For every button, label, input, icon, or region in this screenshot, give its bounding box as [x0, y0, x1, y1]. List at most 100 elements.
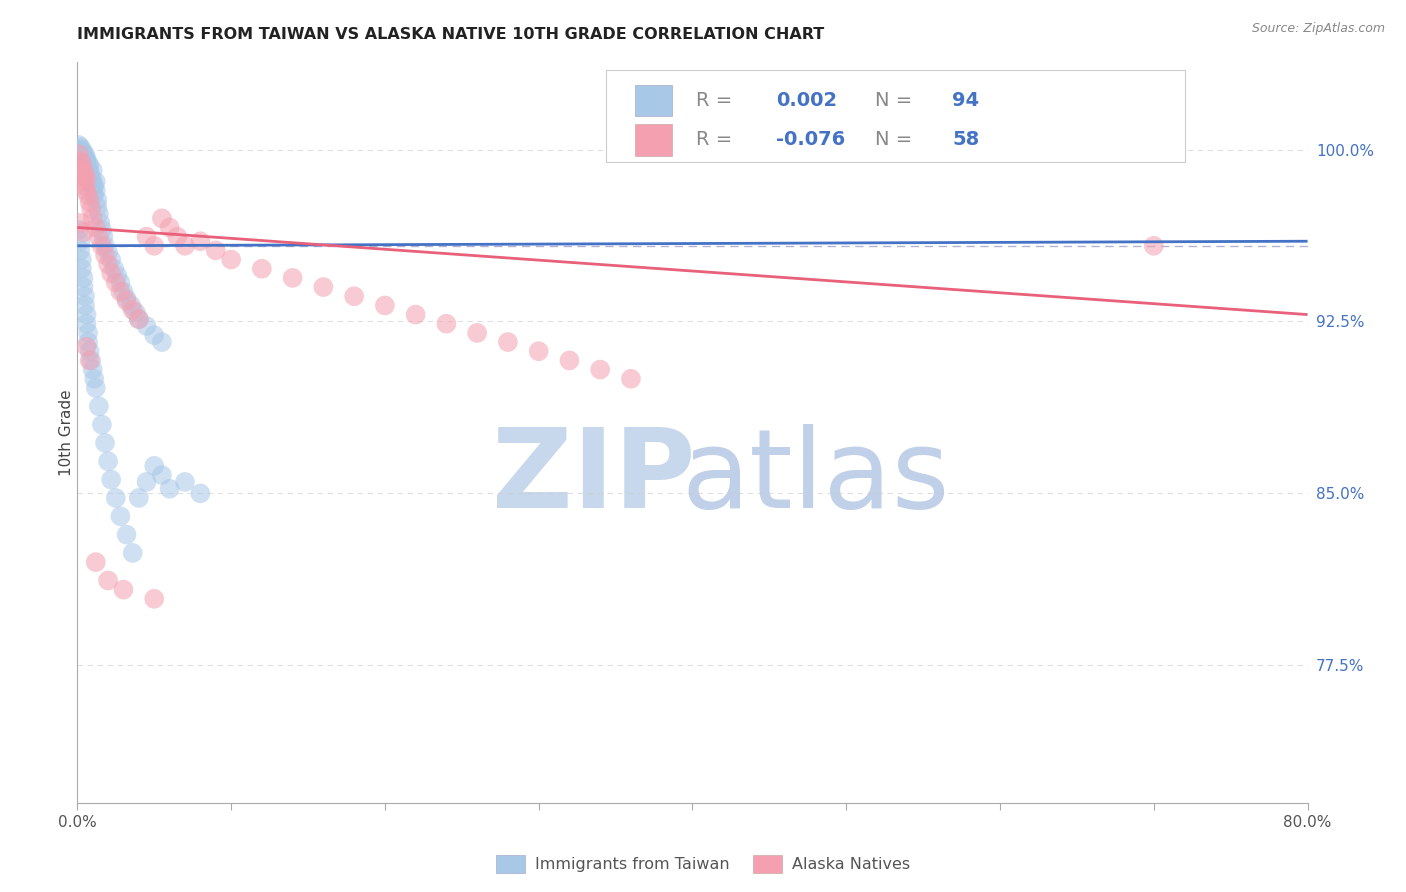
Point: [89, 216, 111, 230]
Point: [90, 417, 114, 432]
Point: [128, 312, 150, 326]
Point: [87, 207, 110, 221]
Point: [166, 229, 188, 244]
Bar: [634, 124, 672, 155]
Point: [67, 138, 90, 153]
Point: [72, 271, 94, 285]
Point: [70, 156, 93, 170]
Point: [143, 458, 166, 473]
Point: [84, 175, 107, 189]
Point: [94, 248, 117, 262]
Point: [135, 475, 157, 489]
Point: [143, 239, 166, 253]
Point: [69, 152, 91, 166]
Point: [72, 149, 94, 163]
Point: [110, 509, 132, 524]
Point: [174, 239, 197, 253]
Point: [67, 147, 90, 161]
Point: [80, 202, 103, 216]
Text: ZIP: ZIP: [492, 424, 696, 531]
Point: [105, 268, 128, 283]
Point: [82, 163, 104, 178]
Point: [70, 252, 93, 267]
Point: [69, 149, 91, 163]
Point: [112, 285, 135, 299]
Point: [70, 149, 93, 163]
Point: [79, 344, 101, 359]
Point: [94, 436, 117, 450]
Point: [70, 169, 93, 184]
Point: [70, 261, 93, 276]
Point: [143, 591, 166, 606]
Point: [204, 244, 226, 258]
Point: [80, 177, 103, 191]
Point: [97, 454, 120, 468]
FancyBboxPatch shape: [606, 70, 1185, 162]
Point: [70, 152, 93, 166]
Point: [135, 319, 157, 334]
Point: [73, 165, 96, 179]
Point: [76, 169, 98, 184]
Point: [67, 147, 90, 161]
Legend: Immigrants from Taiwan, Alaska Natives: Immigrants from Taiwan, Alaska Natives: [489, 848, 917, 880]
Point: [70, 156, 93, 170]
Text: R =: R =: [696, 130, 738, 150]
Point: [76, 161, 98, 175]
Point: [128, 312, 150, 326]
Point: [84, 381, 107, 395]
Point: [82, 184, 104, 198]
Point: [87, 399, 110, 413]
Point: [79, 353, 101, 368]
Point: [83, 372, 105, 386]
Point: [69, 140, 91, 154]
Point: [80, 353, 103, 368]
Point: [115, 293, 138, 308]
Point: [76, 184, 98, 198]
Point: [219, 252, 242, 267]
Text: Source: ZipAtlas.com: Source: ZipAtlas.com: [1251, 22, 1385, 36]
Point: [76, 156, 98, 170]
Point: [150, 211, 173, 226]
Point: [128, 491, 150, 505]
Point: [73, 147, 96, 161]
Point: [72, 159, 94, 173]
Point: [76, 340, 98, 354]
Point: [80, 169, 103, 184]
Point: [86, 193, 108, 207]
Point: [73, 153, 96, 168]
Point: [281, 271, 304, 285]
Point: [84, 220, 107, 235]
Point: [150, 468, 173, 483]
Point: [72, 175, 94, 189]
Point: [374, 298, 396, 312]
Point: [82, 362, 104, 376]
Point: [97, 257, 120, 271]
Point: [72, 163, 94, 178]
Point: [188, 234, 212, 248]
Point: [73, 179, 96, 194]
Text: IMMIGRANTS FROM TAIWAN VS ALASKA NATIVE 10TH GRADE CORRELATION CHART: IMMIGRANTS FROM TAIWAN VS ALASKA NATIVE …: [77, 27, 824, 42]
Point: [103, 261, 125, 276]
Point: [150, 334, 173, 349]
Point: [70, 145, 93, 159]
Point: [72, 280, 94, 294]
Point: [69, 216, 91, 230]
Point: [159, 220, 181, 235]
Point: [558, 353, 581, 368]
Point: [67, 143, 90, 157]
Point: [69, 145, 91, 159]
Point: [83, 179, 105, 194]
Point: [496, 334, 519, 349]
Point: [73, 298, 96, 312]
Point: [159, 482, 181, 496]
Point: [76, 152, 98, 166]
Point: [94, 239, 117, 253]
Point: [77, 188, 100, 202]
Point: [104, 491, 127, 505]
Point: [143, 328, 166, 343]
Point: [69, 234, 91, 248]
Point: [67, 223, 90, 237]
Point: [69, 244, 91, 258]
Point: [77, 172, 100, 186]
Point: [97, 245, 120, 260]
